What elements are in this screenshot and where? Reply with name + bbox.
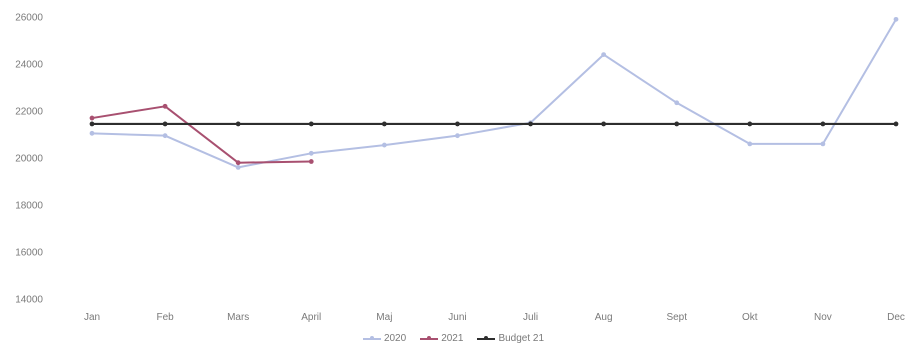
data-point-budget-21 bbox=[235, 121, 241, 127]
chart-legend: 2020 2021 Budget 21 bbox=[0, 333, 907, 344]
data-point-budget-21 bbox=[308, 121, 314, 127]
x-tick-label: Dec bbox=[887, 312, 905, 323]
legend-label: Budget 21 bbox=[498, 333, 545, 344]
data-point-2021 bbox=[235, 160, 241, 166]
legend-item-2021: 2021 bbox=[420, 333, 463, 344]
data-point-2020 bbox=[674, 100, 680, 106]
legend-swatch bbox=[477, 336, 496, 340]
data-point-2020 bbox=[747, 141, 753, 147]
x-tick-label: Juni bbox=[448, 312, 466, 323]
data-point-2021 bbox=[308, 159, 314, 164]
y-tick-label: 20000 bbox=[15, 154, 43, 165]
data-point-2020 bbox=[893, 16, 899, 22]
data-point-budget-21 bbox=[381, 121, 387, 127]
data-point-2020 bbox=[162, 133, 168, 139]
legend-swatch bbox=[420, 336, 439, 340]
x-tick-label: Jan bbox=[84, 312, 100, 323]
legend-label: 2020 bbox=[383, 333, 407, 344]
x-tick-label: Okt bbox=[742, 312, 758, 323]
data-point-2020 bbox=[381, 142, 387, 148]
data-point-budget-21 bbox=[455, 121, 460, 127]
data-point-2021 bbox=[89, 115, 95, 121]
data-point-budget-21 bbox=[674, 121, 680, 127]
y-tick-label: 26000 bbox=[15, 13, 43, 24]
series-line-2020 bbox=[91, 18, 897, 169]
y-tick-label: 24000 bbox=[15, 60, 43, 71]
data-point-budget-21 bbox=[528, 121, 533, 127]
legend-label: 2021 bbox=[441, 333, 464, 344]
y-tick-label: 22000 bbox=[15, 107, 43, 118]
y-tick-label: 14000 bbox=[15, 295, 43, 306]
x-tick-label: Maj bbox=[376, 312, 392, 323]
x-tick-label: Aug bbox=[595, 312, 613, 323]
y-tick-label: 16000 bbox=[15, 248, 43, 259]
data-point-2020 bbox=[601, 52, 607, 57]
x-tick-label: Mars bbox=[227, 312, 249, 323]
data-point-budget-21 bbox=[747, 121, 753, 127]
legend-swatch bbox=[362, 336, 381, 340]
data-point-2020 bbox=[455, 133, 460, 139]
data-point-budget-21 bbox=[820, 121, 826, 127]
data-point-budget-21 bbox=[893, 121, 899, 127]
series-layer bbox=[89, 16, 899, 170]
y-axis-labels: 14000 16000 18000 20000 22000 24000 26000 bbox=[15, 13, 43, 306]
x-tick-label: April bbox=[301, 312, 321, 323]
legend-item-budget-21: Budget 21 bbox=[477, 333, 544, 344]
data-point-2020 bbox=[235, 165, 241, 170]
data-point-2020 bbox=[308, 150, 314, 156]
y-tick-label: 18000 bbox=[15, 201, 43, 212]
x-tick-label: Juli bbox=[523, 312, 538, 323]
data-point-2021 bbox=[162, 103, 168, 109]
data-point-2020 bbox=[89, 130, 95, 136]
legend-item-2020: 2020 bbox=[362, 333, 407, 344]
data-point-2020 bbox=[820, 141, 826, 147]
x-tick-label: Nov bbox=[814, 312, 832, 323]
data-point-budget-21 bbox=[162, 121, 168, 127]
series-line-2021 bbox=[91, 105, 312, 164]
data-point-budget-21 bbox=[601, 121, 607, 127]
x-tick-label: Feb bbox=[156, 312, 174, 323]
data-point-budget-21 bbox=[89, 121, 95, 127]
x-tick-label: Sept bbox=[666, 312, 687, 323]
x-axis-labels: Jan Feb Mars April Maj Juni Juli Aug Sept Okt Nov D… bbox=[84, 312, 905, 323]
